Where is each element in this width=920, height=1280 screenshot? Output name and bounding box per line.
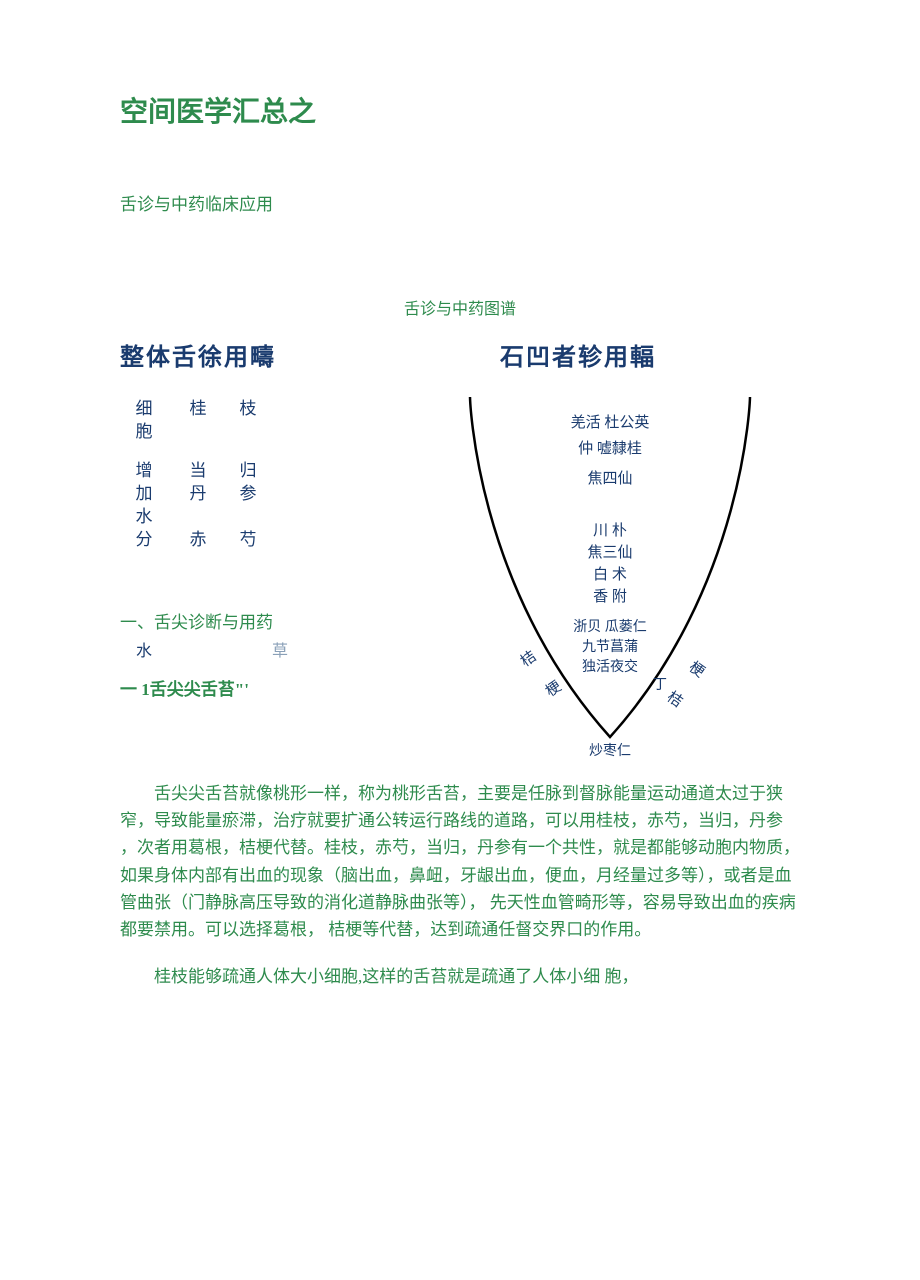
diag-r7: 香 附: [593, 588, 627, 605]
lg-cell: 增: [120, 462, 168, 479]
diag-r11: 丁: [653, 678, 667, 693]
diag-r4: 川 朴: [593, 522, 627, 539]
diag-r3: 焦四仙: [587, 470, 632, 487]
chart-title: 舌诊与中药图谱: [120, 295, 800, 319]
lg-cell: 加: [120, 485, 168, 502]
diagram-row: 整体舌徐用疇 细 桂 枝 胞 增 当 归 加: [120, 337, 800, 700]
paragraph-1: 舌尖尖舌苔就像桃形一样，称为桃形舌苔，主要是任脉到督脉能量运动通道太过于狭窄，导…: [120, 780, 800, 943]
right-column: 石凹者轸用輻 羌活 杜公英 仲 嘘隸桂 焦四仙 川 朴 焦三仙 白 术 香 附 …: [460, 337, 800, 700]
lg-cell: 胞: [120, 423, 168, 440]
left-heading: 整体舌徐用疇: [120, 337, 460, 372]
tongue-diagram: 羌活 杜公英 仲 嘘隸桂 焦四仙 川 朴 焦三仙 白 术 香 附 浙贝 瓜蒌仁 …: [440, 387, 780, 767]
misc-water: 水: [120, 637, 168, 661]
lg-cell: 归: [228, 462, 268, 479]
lg-cell: 丹: [168, 485, 228, 502]
diag-side-l1: 桔: [518, 648, 540, 671]
diag-r1: 羌活 杜公英: [571, 413, 650, 431]
misc-herb: 草: [168, 637, 288, 661]
main-title: 空间医学汇总之: [120, 90, 800, 130]
diag-r8: 浙贝 瓜蒌仁: [573, 619, 647, 635]
lg-cell: 水: [120, 508, 168, 525]
lg-cell: 参: [228, 485, 268, 502]
lg-cell: 分: [120, 531, 168, 548]
diag-side-r1: 梗: [686, 658, 708, 681]
section-1-sub: 一 1舌尖尖舌苔"': [120, 675, 460, 700]
diag-side-l2: 梗: [543, 678, 565, 701]
left-grid: 细 桂 枝 胞 增 当 归 加 丹 参: [120, 400, 460, 548]
diag-r6: 白 术: [593, 566, 627, 583]
lg-cell: 当: [168, 462, 228, 479]
lg-cell: 桂: [168, 400, 228, 417]
diag-r2: 仲 嘘隸桂: [578, 440, 642, 457]
lg-cell: 细: [120, 400, 168, 417]
paragraph-2: 桂枝能够疏通人体大小细胞,这样的舌苔就是疏通了人体小细 胞，: [120, 963, 800, 990]
lg-cell: 芍: [228, 531, 268, 548]
diag-r5: 焦三仙: [587, 544, 632, 561]
diag-r9: 九节菖蒲: [582, 639, 638, 655]
section-1-head: 一、舌尖诊断与用药: [120, 608, 460, 633]
subtitle: 舌诊与中药临床应用: [120, 190, 800, 215]
diag-side-r2: 桔: [664, 688, 686, 711]
diag-bottom: 炒枣仁: [589, 743, 631, 759]
left-column: 整体舌徐用疇 细 桂 枝 胞 增 当 归 加: [120, 337, 460, 700]
diag-r10: 独活夜交: [582, 658, 638, 675]
right-heading: 石凹者轸用輻: [500, 337, 800, 372]
lg-cell: 赤: [168, 531, 228, 548]
lg-cell: 枝: [228, 400, 268, 417]
